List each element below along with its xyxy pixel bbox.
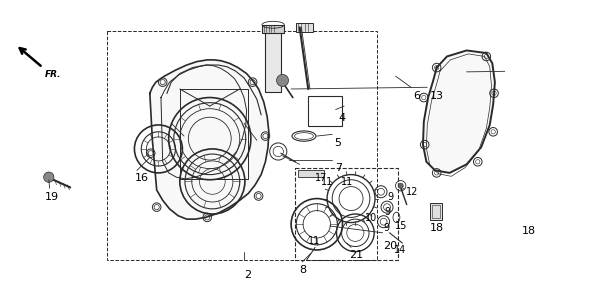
Text: 9: 9 xyxy=(384,223,390,233)
Circle shape xyxy=(44,172,54,182)
Circle shape xyxy=(398,183,404,188)
Text: 19: 19 xyxy=(44,192,58,202)
Bar xyxy=(430,203,442,220)
Bar xyxy=(431,205,440,218)
Polygon shape xyxy=(150,60,269,219)
Bar xyxy=(296,168,398,260)
Text: 18: 18 xyxy=(522,226,536,236)
Text: 9: 9 xyxy=(385,207,391,217)
Bar xyxy=(266,27,281,92)
Text: 14: 14 xyxy=(394,245,406,255)
Text: 6: 6 xyxy=(414,91,421,101)
Text: 10: 10 xyxy=(365,213,377,223)
Text: 12: 12 xyxy=(406,187,418,197)
Text: 17: 17 xyxy=(315,173,327,183)
Text: 11: 11 xyxy=(308,236,320,246)
Text: 9: 9 xyxy=(387,192,393,202)
Text: 15: 15 xyxy=(395,221,407,231)
Text: 13: 13 xyxy=(430,91,444,101)
Bar xyxy=(298,170,324,177)
Text: 2: 2 xyxy=(244,270,251,280)
Text: 8: 8 xyxy=(300,265,307,275)
Text: 21: 21 xyxy=(349,250,363,260)
Text: 11: 11 xyxy=(321,177,333,187)
Polygon shape xyxy=(423,51,495,173)
Text: 4: 4 xyxy=(338,113,345,123)
Text: 20: 20 xyxy=(384,241,398,251)
Text: 18: 18 xyxy=(430,222,444,233)
Text: 16: 16 xyxy=(135,173,149,183)
Bar xyxy=(308,96,342,126)
Bar xyxy=(107,31,377,260)
Bar xyxy=(522,207,535,224)
Bar xyxy=(296,23,313,32)
Bar xyxy=(524,209,533,222)
Text: 11: 11 xyxy=(341,177,353,187)
Text: 5: 5 xyxy=(334,138,341,148)
Bar xyxy=(262,25,284,33)
Text: FR.: FR. xyxy=(44,70,61,79)
Circle shape xyxy=(277,74,289,86)
Text: 7: 7 xyxy=(335,163,342,173)
